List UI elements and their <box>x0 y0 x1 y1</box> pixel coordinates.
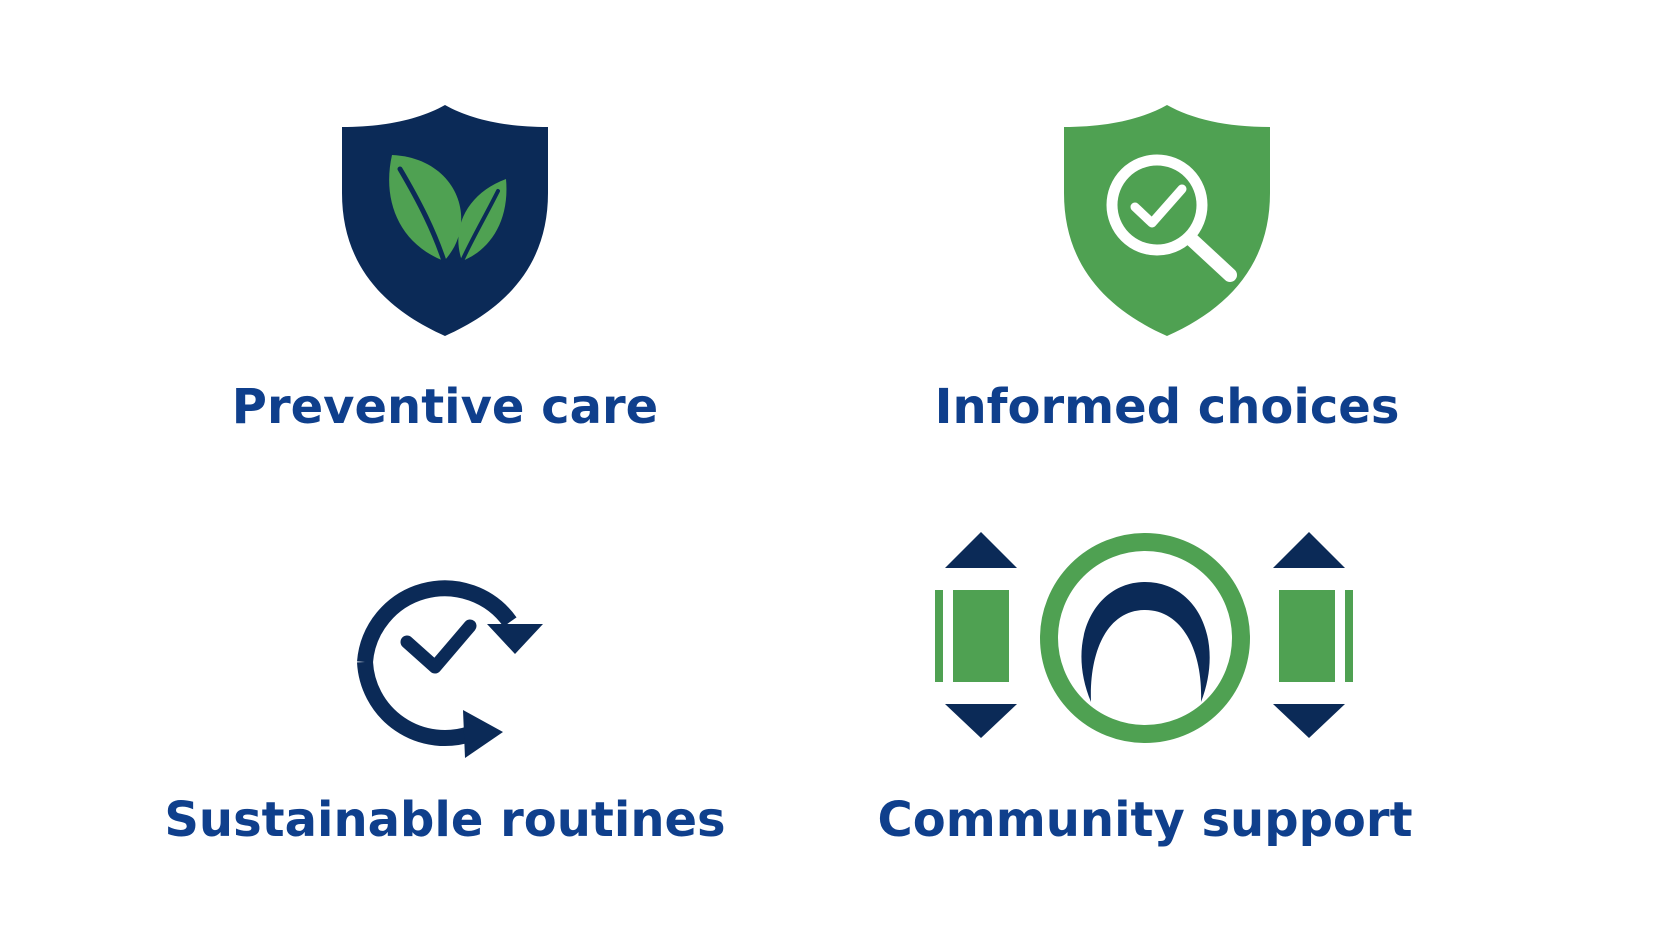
feature-label: Community support <box>877 792 1413 848</box>
feature-label: Preventive care <box>231 379 659 435</box>
feature-label: Informed choices <box>934 379 1400 435</box>
feature-label: Sustainable routines <box>164 792 726 848</box>
shield-magnifier-check-icon <box>817 103 1517 338</box>
community-circle-icon <box>795 530 1495 760</box>
shield-leaf-icon <box>95 103 795 338</box>
cycle-check-icon <box>95 552 795 762</box>
